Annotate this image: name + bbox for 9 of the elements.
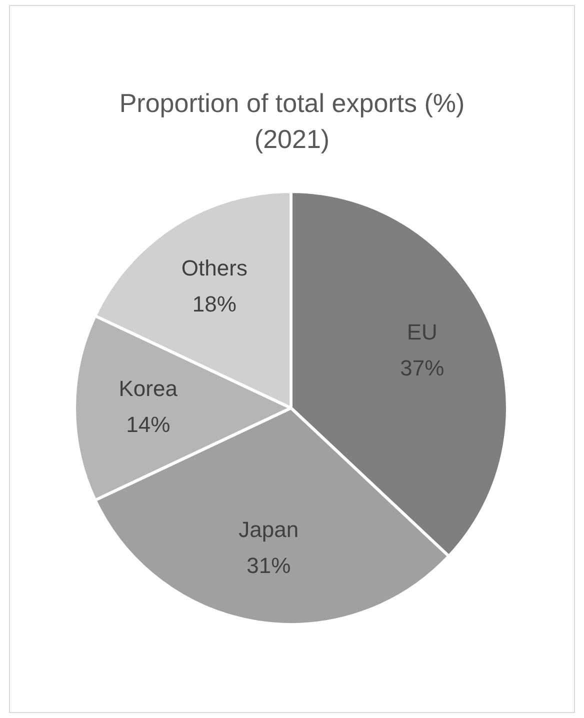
slice-label: Korea: [118, 376, 178, 402]
slice-label: Others: [181, 255, 248, 280]
chart-title: Proportion of total exports (%) (2021): [119, 88, 465, 154]
data-label: 18%: [192, 291, 236, 316]
slice-label: EU: [406, 319, 438, 344]
data-label: 14%: [126, 412, 170, 438]
data-label: 37%: [400, 355, 444, 380]
data-label: 31%: [246, 553, 291, 578]
slice-label: Japan: [238, 517, 299, 542]
